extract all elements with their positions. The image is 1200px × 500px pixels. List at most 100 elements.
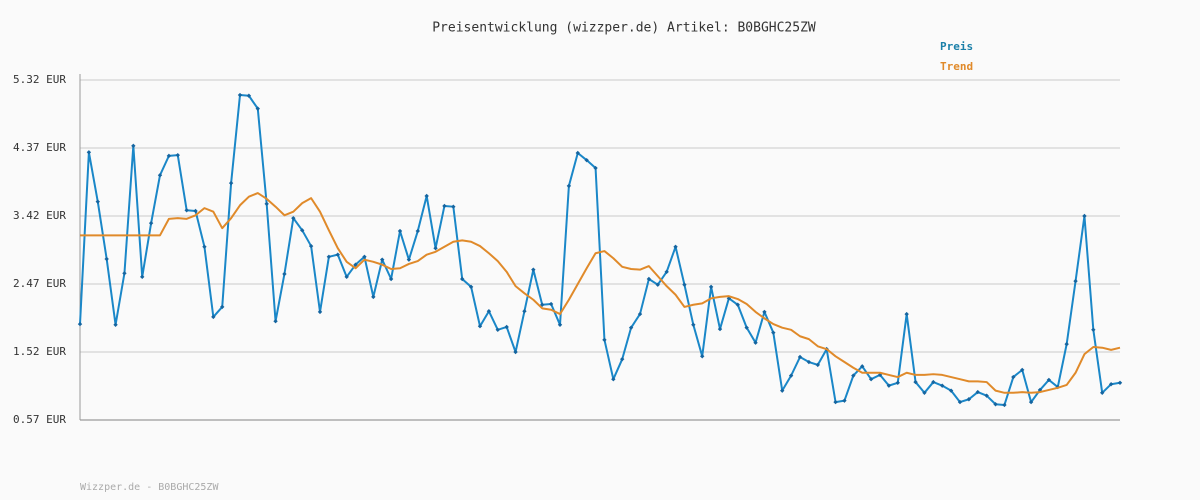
data-point — [762, 309, 767, 315]
data-point — [362, 254, 367, 259]
data-point — [148, 220, 154, 226]
data-point — [433, 246, 438, 251]
data-point — [1011, 374, 1016, 380]
data-point — [966, 397, 972, 402]
data-point — [940, 383, 945, 388]
series-line — [79, 94, 1121, 406]
chart-title: Preisentwicklung (wizzper.de) Artikel: B… — [432, 21, 816, 36]
data-point — [486, 309, 492, 314]
y-tick-label: 1.52 EUR — [13, 345, 66, 358]
data-point — [246, 93, 252, 98]
data-point — [673, 244, 678, 249]
data-point — [468, 284, 474, 290]
data-point — [77, 321, 83, 327]
data-point — [113, 322, 118, 327]
data-point — [380, 257, 385, 262]
data-point — [397, 228, 403, 234]
data-point — [593, 165, 598, 171]
data-point — [300, 228, 305, 233]
data-point — [1064, 341, 1069, 347]
data-point — [620, 356, 625, 362]
data-point — [175, 152, 180, 158]
data-point — [415, 228, 420, 234]
data-point — [655, 282, 660, 287]
data-point — [815, 362, 820, 368]
y-tick-label: 5.32 EUR — [13, 73, 66, 86]
data-point — [140, 274, 145, 280]
data-point — [948, 388, 954, 393]
data-point — [868, 377, 874, 382]
data-point — [86, 150, 92, 155]
data-point — [388, 276, 394, 282]
data-point — [788, 373, 794, 378]
data-point — [531, 267, 536, 272]
data-point — [522, 309, 527, 314]
data-point — [1108, 382, 1114, 387]
data-point — [566, 183, 572, 189]
data-point — [975, 389, 980, 395]
data-point — [895, 380, 900, 385]
data-point — [184, 208, 189, 213]
data-point — [806, 359, 812, 365]
data-point — [264, 201, 269, 207]
data-point — [922, 390, 927, 395]
data-point — [700, 354, 705, 359]
data-point — [575, 150, 580, 156]
data-point — [513, 349, 518, 355]
data-point — [291, 215, 296, 221]
data-point — [211, 314, 216, 320]
data-point — [335, 252, 340, 257]
data-point — [584, 157, 589, 163]
data-point — [95, 199, 100, 204]
data-point — [282, 271, 287, 277]
data-point — [646, 276, 652, 282]
data-point — [886, 383, 892, 388]
data-point — [548, 301, 554, 307]
data-point — [255, 106, 260, 111]
data-point — [708, 284, 714, 290]
data-point — [1002, 402, 1007, 408]
data-point — [353, 262, 358, 267]
data-point — [220, 304, 225, 310]
data-point — [780, 388, 785, 393]
data-point — [797, 354, 803, 360]
data-point — [993, 402, 998, 407]
data-point — [344, 274, 349, 280]
series-line — [80, 192, 1121, 394]
data-point — [851, 373, 856, 378]
data-point — [193, 208, 198, 214]
data-point — [424, 193, 429, 199]
y-tick-label: 4.37 EUR — [13, 141, 66, 154]
data-point — [460, 276, 465, 282]
data-point — [904, 311, 909, 317]
data-point — [1100, 390, 1105, 395]
data-point — [317, 309, 323, 315]
data-point — [104, 256, 109, 262]
data-point — [833, 399, 838, 405]
data-point — [913, 379, 918, 385]
data-point — [326, 254, 332, 259]
data-point — [744, 325, 749, 330]
data-point — [682, 282, 687, 287]
footer: Wizzper.de - B0BGHC25ZW — [80, 482, 219, 493]
data-point — [691, 322, 696, 327]
data-point — [477, 324, 483, 329]
data-point — [273, 319, 278, 324]
data-point — [371, 294, 376, 300]
data-point — [753, 340, 758, 345]
data-point — [637, 311, 643, 317]
data-point — [1073, 278, 1078, 284]
data-point — [202, 244, 207, 249]
data-point — [166, 153, 172, 159]
y-tick-label: 0.57 EUR — [13, 413, 66, 426]
data-point — [451, 204, 456, 209]
data-point — [406, 257, 412, 262]
data-point — [131, 143, 136, 149]
data-point — [602, 337, 607, 343]
data-point — [1020, 367, 1025, 373]
y-tick-label: 2.47 EUR — [13, 277, 66, 290]
data-point — [1046, 377, 1052, 383]
data-point — [1028, 399, 1034, 405]
